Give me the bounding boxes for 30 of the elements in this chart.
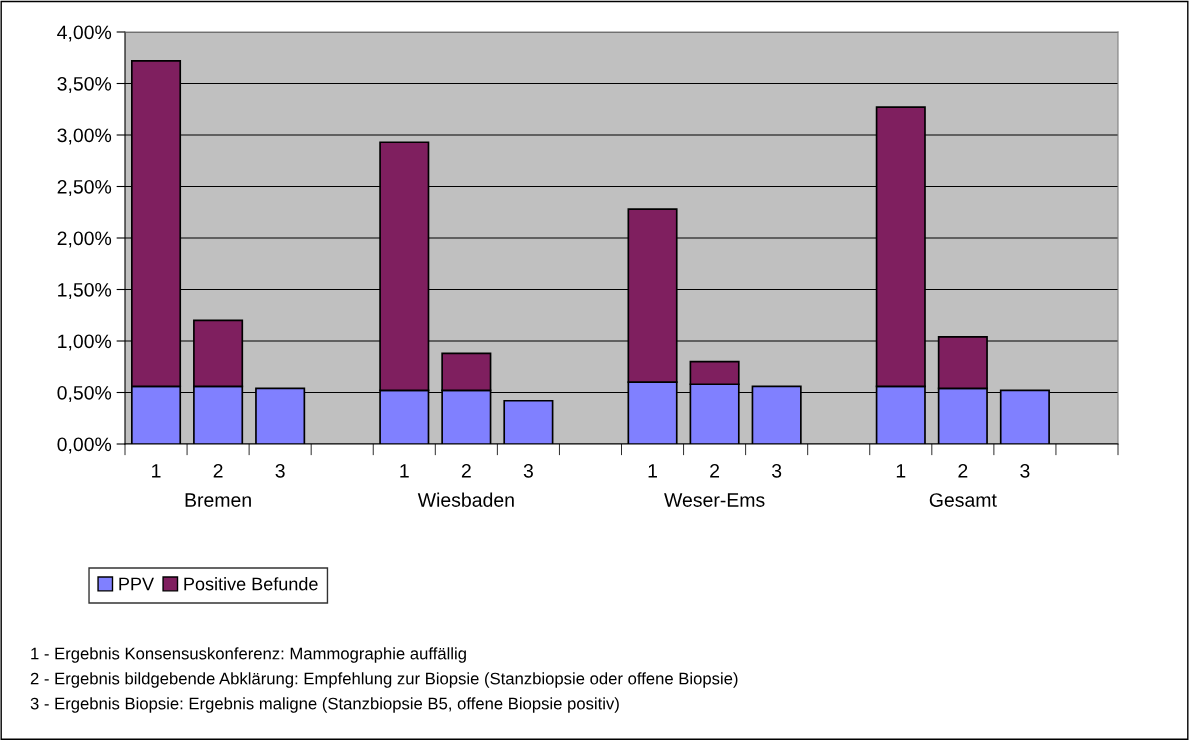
- x-tick-label: 1: [648, 464, 657, 478]
- x-tick-label: 2: [213, 463, 223, 478]
- x-tick-label: 3: [771, 463, 782, 478]
- text: 3 - Ergebnis Biopsie: Ergebnis maligne (Stanzbiopsie B5, offene Biopsie positiv): [30, 697, 619, 713]
- y-tick-label: 4,00%: [57, 25, 112, 42]
- x-tick-label: 1: [400, 464, 409, 478]
- y-tick-label: 0,00%: [57, 437, 112, 454]
- x-tick-label: 3: [275, 463, 285, 478]
- x-tick-label: 2: [461, 463, 471, 478]
- x-tick-label: 3: [523, 463, 533, 478]
- legend-label: PPV: [119, 577, 154, 591]
- y-tick-label: 0,50%: [57, 385, 112, 403]
- x-tick-label: 2: [710, 463, 720, 478]
- x-tick-label: 1: [896, 464, 906, 478]
- text: Bremen: [185, 493, 251, 507]
- legend-label: Positive Befunde: [184, 577, 318, 591]
- y-tick-label: 3,00%: [57, 128, 112, 145]
- y-tick-label: 1,00%: [58, 334, 112, 351]
- y-tick-label: 2,00%: [57, 231, 112, 248]
- y-tick-label: 1,50%: [58, 282, 112, 300]
- text: Weser-Ems: [664, 493, 765, 507]
- text: Wiesbaden: [417, 492, 514, 507]
- x-tick-label: 3: [1020, 463, 1030, 478]
- text: 2 - Ergebnis bildgebende Abklärung: Empfehlung zur Biopsie (Stanzbiopsie oder offene Biopsie): [30, 672, 738, 688]
- y-tick-label: 2,50%: [57, 179, 112, 197]
- x-tick-label: 1: [152, 464, 161, 478]
- text: Gesamt: [929, 493, 997, 507]
- y-tick-label: 3,50%: [57, 76, 112, 94]
- x-tick-label: 2: [958, 463, 968, 478]
- text: 1 - Ergebnis Konsensuskonferenz: Mammographie auffällig: [31, 647, 466, 663]
